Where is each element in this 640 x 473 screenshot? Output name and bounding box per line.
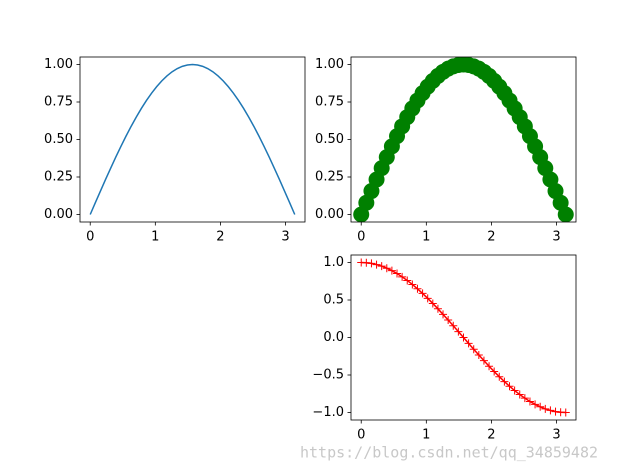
- y-tick-label: 0.75: [44, 95, 73, 110]
- marker: [557, 206, 574, 222]
- marker: [510, 386, 519, 395]
- marker: [387, 266, 396, 275]
- marker: [449, 321, 458, 330]
- x-tick-label: 1: [151, 230, 159, 245]
- x-tick-label: 2: [487, 428, 495, 443]
- x-tick-label: 3: [552, 230, 560, 245]
- x-tick-label: 2: [216, 230, 224, 245]
- marker: [525, 397, 534, 406]
- marker: [377, 262, 386, 271]
- marker: [561, 408, 570, 417]
- marker: [520, 394, 529, 403]
- x-tick-label: 1: [422, 230, 430, 245]
- x-tick-label: 0: [86, 230, 94, 245]
- y-tick-label: 0.75: [315, 95, 344, 110]
- y-tick-label: −1.0: [312, 405, 344, 420]
- y-tick-label: 0.50: [44, 132, 73, 147]
- y-tick-label: 0.00: [44, 207, 73, 222]
- x-tick-label: 3: [552, 428, 560, 443]
- marker: [479, 356, 488, 365]
- marker: [408, 280, 417, 289]
- marker: [454, 327, 463, 336]
- x-tick-label: 2: [487, 230, 495, 245]
- marker: [403, 276, 412, 285]
- y-tick-label: 0.25: [315, 170, 344, 185]
- y-tick-label: 1.0: [323, 255, 344, 270]
- marker: [413, 284, 422, 293]
- marker: [541, 404, 550, 413]
- marker: [505, 382, 514, 391]
- watermark: https://blog.csdn.net/qq_34859482: [300, 444, 598, 462]
- marker: [362, 258, 371, 267]
- marker: [495, 372, 504, 381]
- marker: [367, 259, 376, 268]
- marker: [546, 406, 555, 415]
- plot-area: [353, 57, 574, 222]
- marker: [551, 407, 560, 416]
- y-tick-label: 1.00: [315, 57, 344, 72]
- y-tick-label: 0.00: [315, 207, 344, 222]
- y-tick-label: 0.50: [315, 132, 344, 147]
- x-tick-label: 3: [281, 230, 289, 245]
- marker: [490, 367, 499, 376]
- marker: [372, 260, 381, 269]
- marker: [444, 315, 453, 324]
- y-tick-label: 1.00: [44, 57, 73, 72]
- marker: [393, 269, 402, 278]
- marker: [515, 390, 524, 399]
- x-tick-label: 0: [357, 428, 365, 443]
- marker: [439, 310, 448, 319]
- marker: [474, 351, 483, 360]
- x-tick-label: 0: [357, 230, 365, 245]
- y-tick-label: 0.0: [323, 330, 344, 345]
- marker: [398, 272, 407, 281]
- y-tick-label: −0.5: [312, 368, 344, 383]
- plot-area: [357, 258, 570, 417]
- y-tick-label: 0.25: [44, 170, 73, 185]
- marker: [531, 400, 540, 409]
- marker: [464, 339, 473, 348]
- marker: [485, 362, 494, 371]
- marker: [536, 402, 545, 411]
- marker: [469, 345, 478, 354]
- line: [89, 63, 296, 215]
- marker: [459, 333, 468, 342]
- marker: [428, 299, 437, 308]
- marker: [418, 289, 427, 298]
- marker: [433, 304, 442, 313]
- marker: [500, 377, 509, 386]
- marker: [423, 294, 432, 303]
- plot-area: [89, 63, 296, 215]
- marker: [382, 264, 391, 273]
- y-tick-label: 0.5: [323, 293, 344, 308]
- x-tick-label: 1: [422, 428, 430, 443]
